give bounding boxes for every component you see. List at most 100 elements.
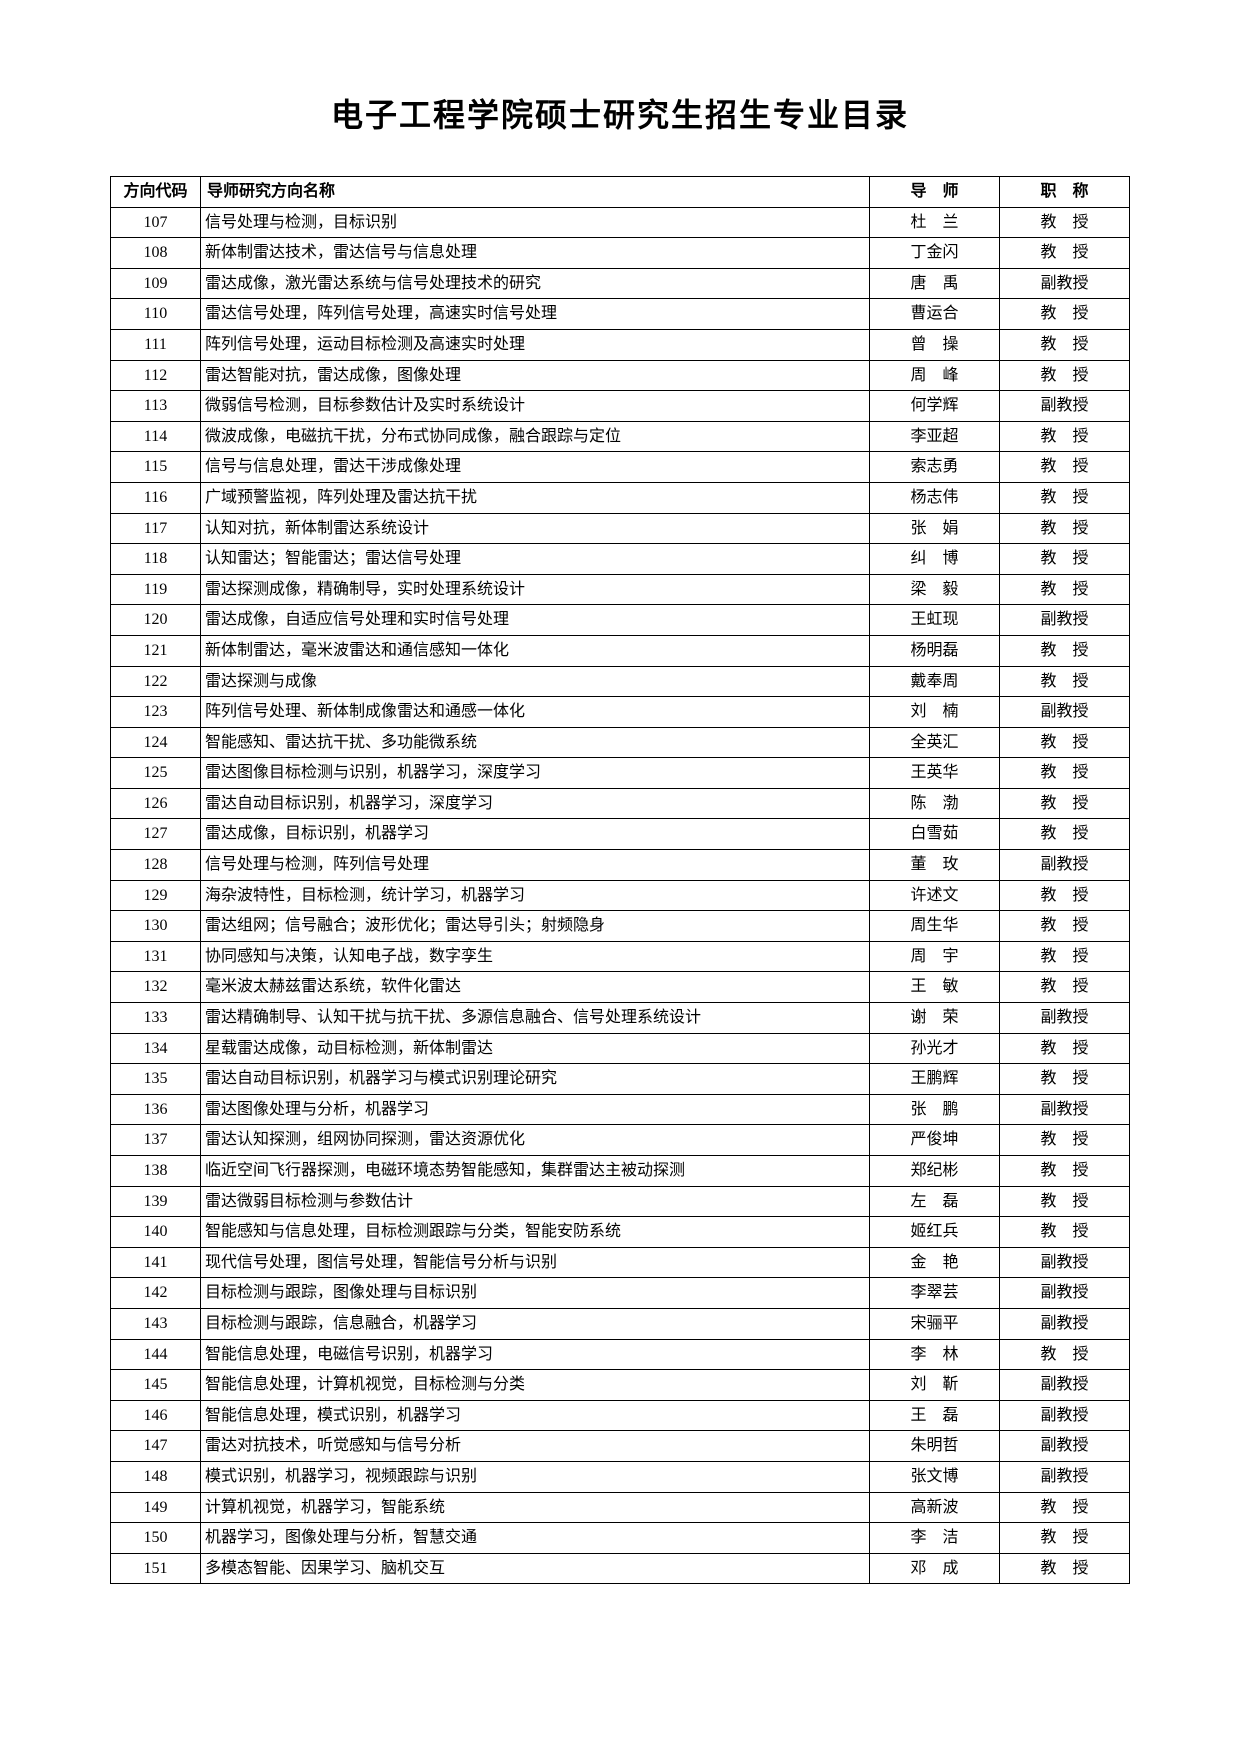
cell-code: 120 (111, 605, 201, 636)
cell-direction: 智能感知、雷达抗干扰、多功能微系统 (201, 727, 870, 758)
table-row: 114微波成像，电磁抗干扰，分布式协同成像，融合跟踪与定位李亚超教 授 (111, 421, 1130, 452)
cell-advisor: 李亚超 (870, 421, 1000, 452)
cell-title: 教 授 (1000, 880, 1130, 911)
cell-title: 教 授 (1000, 421, 1130, 452)
cell-advisor: 白雪茹 (870, 819, 1000, 850)
cell-title: 教 授 (1000, 452, 1130, 483)
cell-advisor: 梁 毅 (870, 574, 1000, 605)
cell-direction: 雷达成像，激光雷达系统与信号处理技术的研究 (201, 268, 870, 299)
cell-advisor: 孙光才 (870, 1033, 1000, 1064)
cell-code: 125 (111, 758, 201, 789)
cell-direction: 目标检测与跟踪，图像处理与目标识别 (201, 1278, 870, 1309)
cell-code: 113 (111, 391, 201, 422)
cell-advisor: 丁金闪 (870, 238, 1000, 269)
cell-direction: 微弱信号检测，目标参数估计及实时系统设计 (201, 391, 870, 422)
header-direction: 导师研究方向名称 (201, 177, 870, 208)
cell-direction: 信号与信息处理，雷达干涉成像处理 (201, 452, 870, 483)
cell-title: 教 授 (1000, 1523, 1130, 1554)
cell-code: 129 (111, 880, 201, 911)
cell-code: 107 (111, 207, 201, 238)
table-row: 125雷达图像目标检测与识别，机器学习，深度学习王英华教 授 (111, 758, 1130, 789)
table-row: 141现代信号处理，图信号处理，智能信号分析与识别金 艳副教授 (111, 1247, 1130, 1278)
table-row: 137雷达认知探测，组网协同探测，雷达资源优化严俊坤教 授 (111, 1125, 1130, 1156)
cell-direction: 目标检测与跟踪，信息融合，机器学习 (201, 1308, 870, 1339)
cell-title: 教 授 (1000, 482, 1130, 513)
table-row: 149计算机视觉，机器学习，智能系统高新波教 授 (111, 1492, 1130, 1523)
table-body: 107信号处理与检测，目标识别杜 兰教 授108新体制雷达技术，雷达信号与信息处… (111, 207, 1130, 1584)
cell-title: 教 授 (1000, 727, 1130, 758)
cell-code: 133 (111, 1003, 201, 1034)
cell-advisor: 许述文 (870, 880, 1000, 911)
cell-direction: 协同感知与决策，认知电子战，数字孪生 (201, 941, 870, 972)
table-row: 150机器学习，图像处理与分析，智慧交通李 洁教 授 (111, 1523, 1130, 1554)
cell-title: 副教授 (1000, 1247, 1130, 1278)
cell-advisor: 张文博 (870, 1461, 1000, 1492)
cell-code: 135 (111, 1064, 201, 1095)
table-row: 138临近空间飞行器探测，电磁环境态势智能感知，集群雷达主被动探测郑纪彬教 授 (111, 1156, 1130, 1187)
table-row: 147雷达对抗技术，听觉感知与信号分析朱明哲副教授 (111, 1431, 1130, 1462)
cell-title: 教 授 (1000, 1125, 1130, 1156)
table-row: 134星载雷达成像，动目标检测，新体制雷达孙光才教 授 (111, 1033, 1130, 1064)
cell-direction: 海杂波特性，目标检测，统计学习，机器学习 (201, 880, 870, 911)
cell-title: 副教授 (1000, 391, 1130, 422)
table-row: 140智能感知与信息处理，目标检测跟踪与分类，智能安防系统姬红兵教 授 (111, 1217, 1130, 1248)
table-row: 115信号与信息处理，雷达干涉成像处理索志勇教 授 (111, 452, 1130, 483)
cell-code: 123 (111, 697, 201, 728)
table-row: 111阵列信号处理，运动目标检测及高速实时处理曾 操教 授 (111, 329, 1130, 360)
cell-direction: 雷达信号处理，阵列信号处理，高速实时信号处理 (201, 299, 870, 330)
cell-direction: 微波成像，电磁抗干扰，分布式协同成像，融合跟踪与定位 (201, 421, 870, 452)
cell-code: 112 (111, 360, 201, 391)
cell-advisor: 谢 荣 (870, 1003, 1000, 1034)
cell-title: 教 授 (1000, 329, 1130, 360)
table-row: 151多模态智能、因果学习、脑机交互邓 成教 授 (111, 1553, 1130, 1584)
cell-title: 教 授 (1000, 758, 1130, 789)
cell-advisor: 杨志伟 (870, 482, 1000, 513)
cell-title: 教 授 (1000, 1033, 1130, 1064)
cell-advisor: 李翠芸 (870, 1278, 1000, 1309)
table-row: 130雷达组网；信号融合；波形优化；雷达导引头；射频隐身周生华教 授 (111, 911, 1130, 942)
cell-advisor: 刘 靳 (870, 1370, 1000, 1401)
cell-advisor: 王英华 (870, 758, 1000, 789)
cell-advisor: 张 鹏 (870, 1094, 1000, 1125)
table-row: 148模式识别，机器学习，视频跟踪与识别张文博副教授 (111, 1461, 1130, 1492)
cell-advisor: 戴奉周 (870, 666, 1000, 697)
cell-advisor: 严俊坤 (870, 1125, 1000, 1156)
cell-title: 副教授 (1000, 1308, 1130, 1339)
cell-advisor: 姬红兵 (870, 1217, 1000, 1248)
cell-title: 教 授 (1000, 574, 1130, 605)
table-row: 112雷达智能对抗，雷达成像，图像处理周 峰教 授 (111, 360, 1130, 391)
cell-code: 144 (111, 1339, 201, 1370)
cell-title: 副教授 (1000, 268, 1130, 299)
table-row: 118认知雷达；智能雷达；雷达信号处理纠 博教 授 (111, 544, 1130, 575)
table-row: 107信号处理与检测，目标识别杜 兰教 授 (111, 207, 1130, 238)
cell-title: 教 授 (1000, 819, 1130, 850)
cell-code: 149 (111, 1492, 201, 1523)
cell-direction: 雷达智能对抗，雷达成像，图像处理 (201, 360, 870, 391)
table-row: 146智能信息处理，模式识别，机器学习王 磊副教授 (111, 1400, 1130, 1431)
cell-title: 教 授 (1000, 1186, 1130, 1217)
table-row: 119雷达探测成像，精确制导，实时处理系统设计梁 毅教 授 (111, 574, 1130, 605)
cell-advisor: 王鹏辉 (870, 1064, 1000, 1095)
cell-direction: 雷达探测成像，精确制导，实时处理系统设计 (201, 574, 870, 605)
table-row: 122雷达探测与成像戴奉周教 授 (111, 666, 1130, 697)
cell-code: 150 (111, 1523, 201, 1554)
cell-code: 126 (111, 788, 201, 819)
cell-advisor: 董 玫 (870, 850, 1000, 881)
cell-code: 117 (111, 513, 201, 544)
cell-code: 119 (111, 574, 201, 605)
cell-title: 教 授 (1000, 1339, 1130, 1370)
cell-code: 131 (111, 941, 201, 972)
cell-title: 教 授 (1000, 1553, 1130, 1584)
cell-code: 130 (111, 911, 201, 942)
table-row: 110雷达信号处理，阵列信号处理，高速实时信号处理曹运合教 授 (111, 299, 1130, 330)
cell-title: 教 授 (1000, 1156, 1130, 1187)
cell-advisor: 杜 兰 (870, 207, 1000, 238)
cell-code: 147 (111, 1431, 201, 1462)
page-title: 电子工程学院硕士研究生招生专业目录 (110, 90, 1130, 136)
cell-title: 副教授 (1000, 1094, 1130, 1125)
cell-direction: 雷达自动目标识别，机器学习，深度学习 (201, 788, 870, 819)
cell-direction: 雷达图像目标检测与识别，机器学习，深度学习 (201, 758, 870, 789)
cell-advisor: 何学辉 (870, 391, 1000, 422)
table-row: 109雷达成像，激光雷达系统与信号处理技术的研究唐 禹副教授 (111, 268, 1130, 299)
cell-code: 121 (111, 635, 201, 666)
